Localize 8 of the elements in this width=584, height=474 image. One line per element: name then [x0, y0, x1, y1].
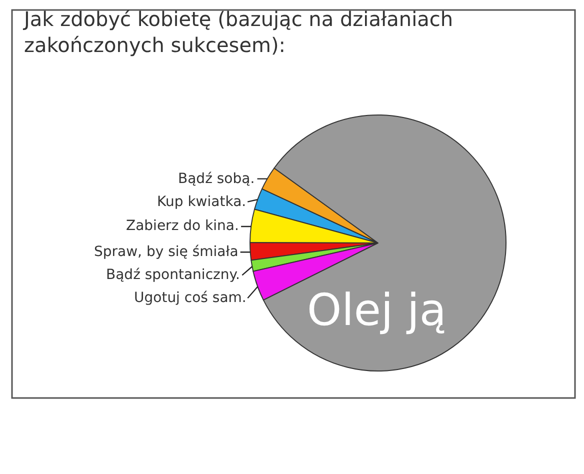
slice-label: Olej ją	[307, 285, 446, 336]
slice-label: Spraw, by się śmiała	[94, 244, 238, 260]
slice-label: Kup kwiatka.	[157, 194, 246, 210]
slice-label: Bądź sobą.	[178, 171, 255, 187]
chart-title: Jak zdobyć kobietę (bazując na działaniach zakończonych sukcesem):	[22, 7, 454, 58]
slice-label: Zabierz do kina.	[126, 218, 239, 234]
slice-label: Ugotuj coś sam.	[134, 290, 246, 306]
slice-label: Bądź spontaniczny.	[106, 267, 240, 283]
